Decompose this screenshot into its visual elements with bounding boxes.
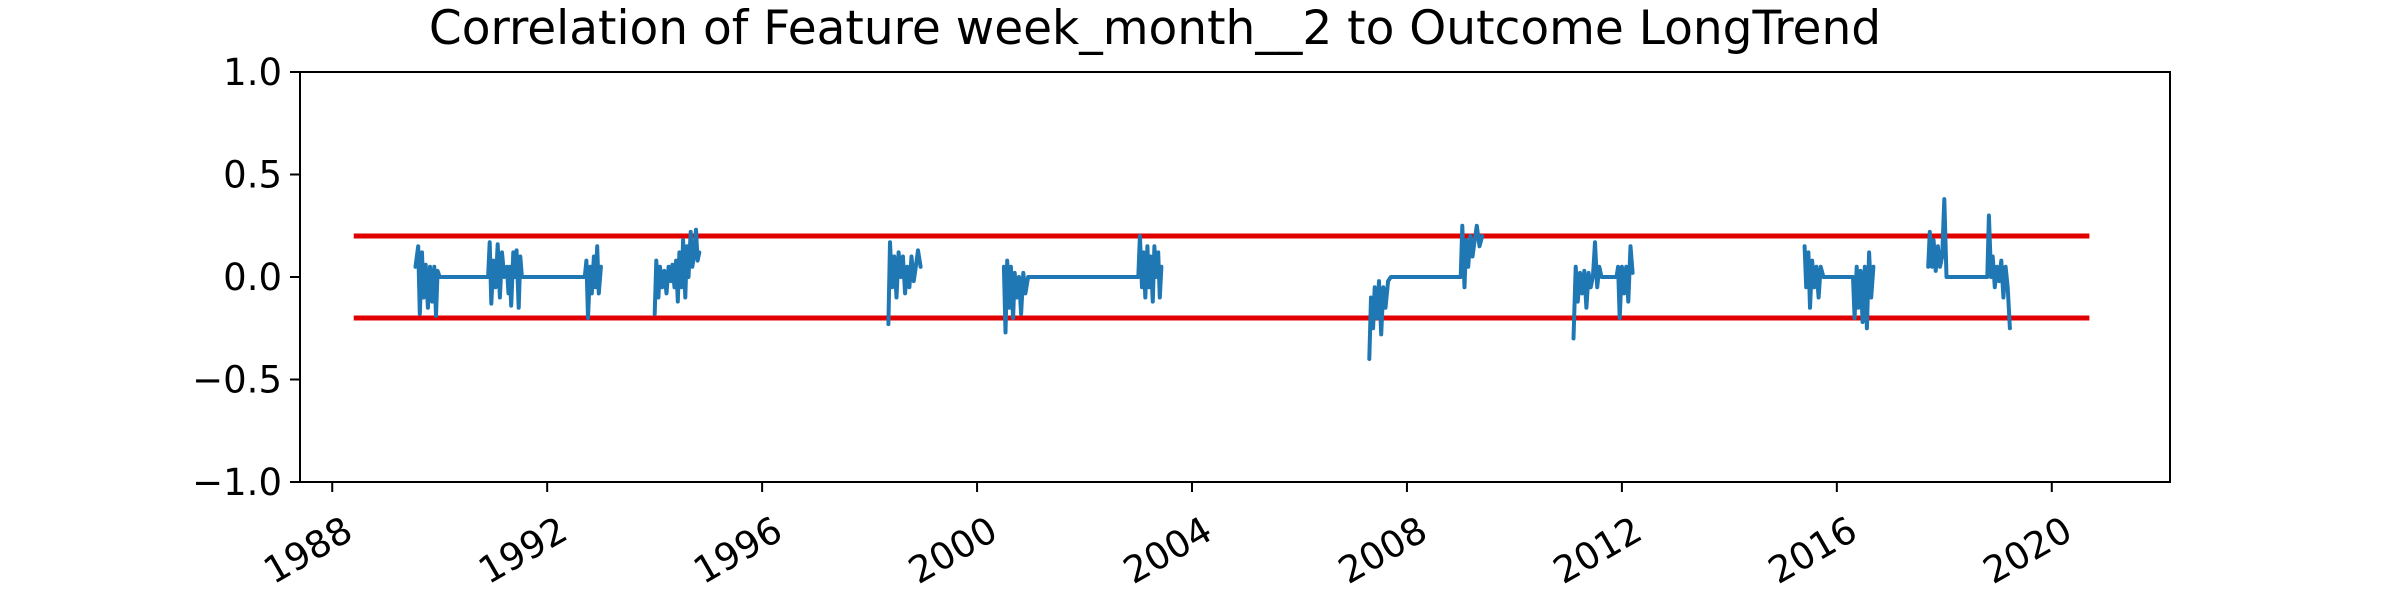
y-tick-label: −0.5 [192, 359, 282, 402]
plot-area [353, 197, 2090, 361]
x-tick-label: 2004 [1116, 508, 1219, 592]
x-tick-label: 2020 [1976, 508, 2079, 592]
x-tick-label: 2008 [1331, 508, 1434, 592]
series-line-segment [1802, 244, 1876, 331]
x-tick-label: 2016 [1761, 508, 1864, 592]
y-tick-label: 0.5 [223, 154, 282, 197]
chart-title: Correlation of Feature week_month__2 to … [429, 1, 1881, 56]
x-tick-label: 1988 [256, 508, 359, 592]
series-line-segment [1571, 240, 1635, 341]
x-tick-label: 1996 [686, 508, 789, 592]
x-axis: 1988 1992 1996 2000 2004 2008 2012 2016 2020 [256, 482, 2079, 593]
series-line-segment [1926, 197, 2012, 331]
series-line-segment [413, 240, 603, 320]
y-tick-label: 0.0 [223, 256, 282, 299]
y-axis: −1.0 −0.5 0.0 0.5 1.0 [192, 51, 300, 504]
series-line-segment [1001, 234, 1164, 335]
series-line-segment [886, 240, 923, 327]
y-tick-label: −1.0 [192, 461, 282, 504]
series-line-segment [652, 227, 702, 316]
series-line-segment [1367, 223, 1485, 361]
x-tick-label: 2012 [1546, 508, 1649, 592]
y-tick-label: 1.0 [223, 51, 282, 94]
x-tick-label: 2000 [901, 508, 1004, 592]
x-tick-label: 1992 [471, 508, 574, 592]
